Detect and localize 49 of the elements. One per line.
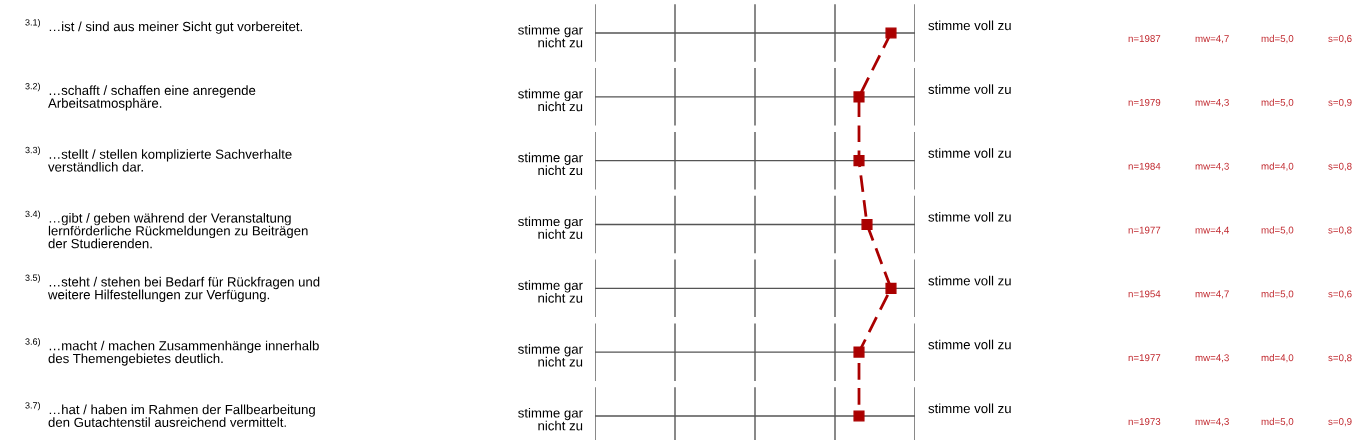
text: stimme gar nicht zu [518,407,583,431]
y-tick-label: 3.4) …gibt / geben während der Veranstaltung lernförderliche Rückmeldungen zu Beiträgen der Studierenden. [25,210,308,249]
text: stimme voll zu [928,84,1011,94]
text: md=4,0 [1261,162,1294,171]
text: s=0,8 [1328,226,1352,235]
data-label: mw=4,7 [1195,35,1229,44]
y-tick-label: 3.1) …ist / sind aus meiner Sicht gut vorbereitet. [25,18,302,34]
text: stimme voll zu [928,403,1011,414]
text: n=1979 [1128,98,1161,106]
data-label: mw=4,3 [1195,162,1229,171]
text: n=1954 [1128,290,1161,298]
text: stimme gar nicht zu [518,152,583,176]
y-tick-label: 3.6) …macht / machen Zusammenhänge innerhalb des Themengebietes deutlich. [25,338,319,366]
text: n=1987 [1128,35,1161,42]
text: stimme voll zu [928,148,1011,158]
text: s=0,6 [1328,290,1352,299]
text: md=5,0 [1261,417,1294,427]
y-tick-label: 3.2) …schafft / schaffen eine anregende Arbeitsatmosphäre. [25,82,256,111]
text: s=0,8 [1328,162,1352,171]
text: stimme gar nicht zu [518,88,583,112]
text: stimme voll zu [928,20,1011,31]
text: md=5,0 [1261,290,1294,299]
text: stimme voll zu [928,211,1011,222]
text: s=0,6 [1328,35,1352,44]
text: stimme gar nicht zu [518,24,583,48]
text: md=5,0 [1261,34,1294,44]
text: md=4,0 [1261,354,1294,363]
text: stimme voll zu [928,275,1011,286]
data-label: mw=4,3 [1195,98,1229,107]
text: s=0,8 [1328,354,1352,363]
text: n=1973 [1128,418,1161,425]
data-label: mw=4,7 [1195,290,1229,299]
y-tick-label: 3.5) …steht / stehen bei Bedarf für Rückfragen und weitere Hilfestellungen zur Verfügung. [25,274,320,302]
y-tick-label: 3.7) …hat / haben im Rahmen der Fallbearbeitung den Gutachtenstil ausreichend vermittelt. [25,401,315,427]
data-label: mw=4,3 [1195,418,1229,427]
data-label: mw=4,4 [1195,226,1230,235]
text: n=1984 [1128,162,1161,170]
text: n=1977 [1128,354,1161,362]
text: stimme voll zu [928,339,1011,350]
text: stimme gar nicht zu [518,216,583,239]
text: s=0,9 [1328,418,1352,427]
y-tick-label: 3.3) …stellt / stellen komplizierte Sachverhalte verständlich dar. [25,146,292,172]
text: n=1977 [1128,226,1161,234]
text: stimme gar nicht zu [518,344,583,367]
data-label: mw=4,3 [1195,354,1229,363]
text: md=5,0 [1261,98,1294,107]
text: stimme gar nicht zu [518,280,583,303]
text: s=0,9 [1328,98,1352,107]
text: md=5,0 [1261,226,1294,235]
